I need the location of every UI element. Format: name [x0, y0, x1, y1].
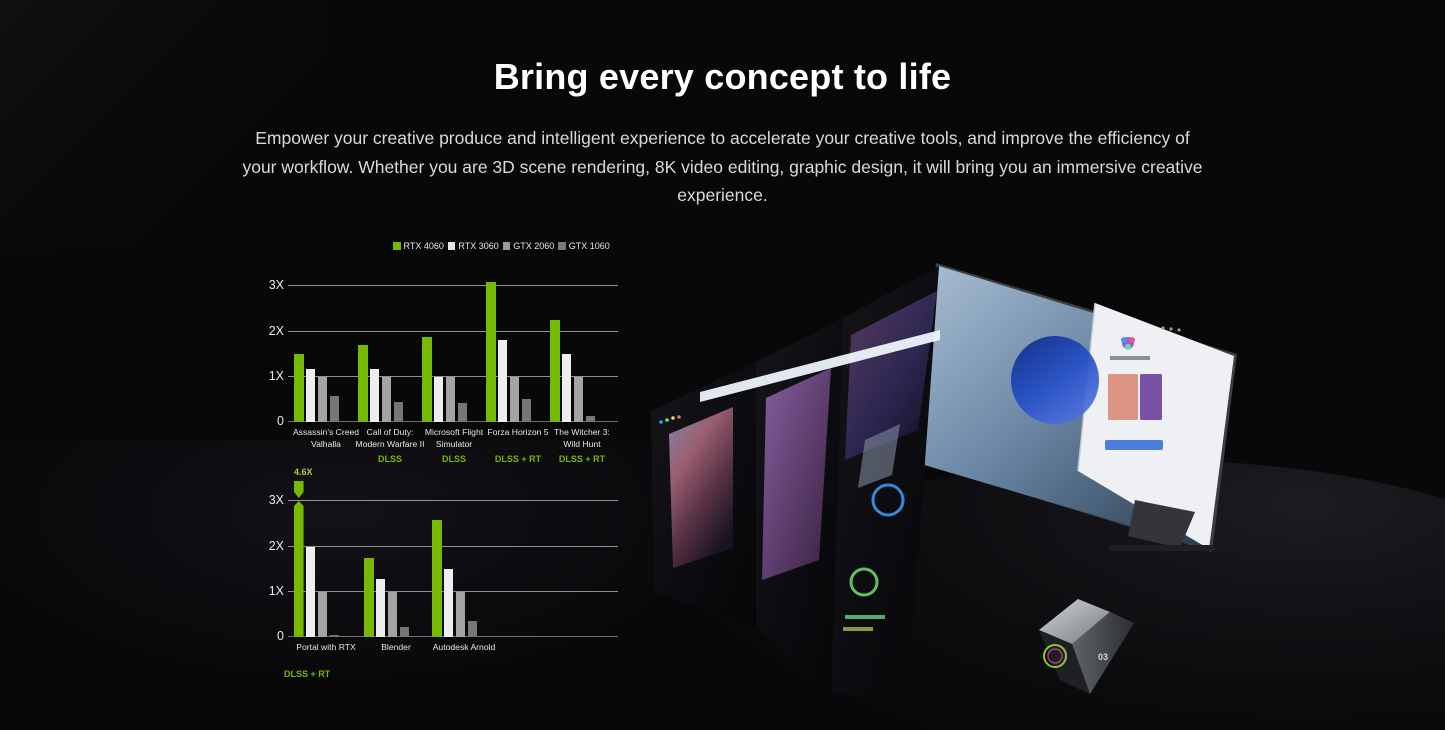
svg-text:03: 03	[1098, 652, 1108, 662]
